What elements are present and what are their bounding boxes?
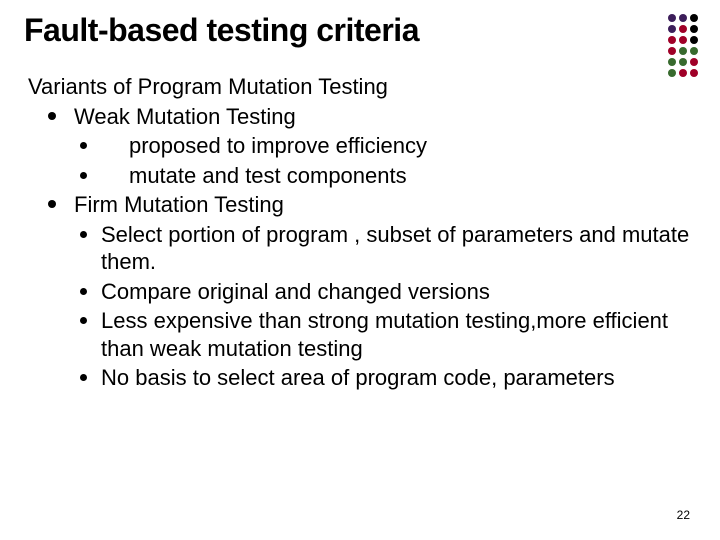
slide-body: Variants of Program Mutation Testing Wea… — [24, 73, 696, 392]
decor-dot-icon — [690, 47, 698, 55]
list-subitem-label: No basis to select area of program code,… — [101, 364, 696, 392]
list-item-label: Firm Mutation Testing — [74, 191, 696, 219]
bullet-icon — [48, 200, 56, 208]
list-item: Weak Mutation Testing — [48, 103, 696, 131]
bullet-icon — [80, 288, 87, 295]
list-subitem-label: Select portion of program , subset of pa… — [101, 221, 696, 276]
decor-dot-icon — [668, 25, 676, 33]
bullet-icon — [80, 317, 87, 324]
list-subitem-label: Less expensive than strong mutation test… — [101, 307, 696, 362]
list-subitem: Compare original and changed versions — [80, 278, 696, 306]
decor-dot-icon — [679, 14, 687, 22]
slide-title: Fault-based testing criteria — [24, 12, 696, 49]
bullet-icon — [80, 374, 87, 381]
list-subitem: No basis to select area of program code,… — [80, 364, 696, 392]
bullet-icon — [80, 231, 87, 238]
list-subitem-label: Compare original and changed versions — [101, 278, 696, 306]
list-subitem: proposed to improve efficiency — [80, 132, 696, 160]
decor-dot-icon — [690, 69, 698, 77]
list-subitem: Less expensive than strong mutation test… — [80, 307, 696, 362]
decor-dot-icon — [668, 14, 676, 22]
list-item: Firm Mutation Testing — [48, 191, 696, 219]
list-subitem: mutate and test components — [80, 162, 696, 190]
bullet-icon — [80, 142, 87, 149]
decor-dot-icon — [690, 14, 698, 22]
decor-dot-icon — [679, 47, 687, 55]
decor-dot-icon — [668, 36, 676, 44]
list-subitem: Select portion of program , subset of pa… — [80, 221, 696, 276]
decor-dot-icon — [679, 36, 687, 44]
list-item-label: Weak Mutation Testing — [74, 103, 696, 131]
decor-dot-icon — [679, 58, 687, 66]
decor-dot-icon — [690, 58, 698, 66]
decor-dot-icon — [690, 25, 698, 33]
bullet-icon — [48, 112, 56, 120]
decor-dot-icon — [668, 58, 676, 66]
body-heading: Variants of Program Mutation Testing — [28, 73, 696, 101]
decor-dot-icon — [679, 69, 687, 77]
decor-dot-icon — [679, 25, 687, 33]
slide-number: 22 — [677, 508, 690, 522]
decor-dot-icon — [668, 47, 676, 55]
decor-dot-icon — [668, 69, 676, 77]
decor-dot-icon — [690, 36, 698, 44]
slide: Fault-based testing criteria Variants of… — [0, 0, 720, 392]
list-subitem-label: proposed to improve efficiency — [101, 132, 696, 160]
bullet-icon — [80, 172, 87, 179]
decorative-dot-grid — [668, 14, 698, 77]
list-subitem-label: mutate and test components — [101, 162, 696, 190]
